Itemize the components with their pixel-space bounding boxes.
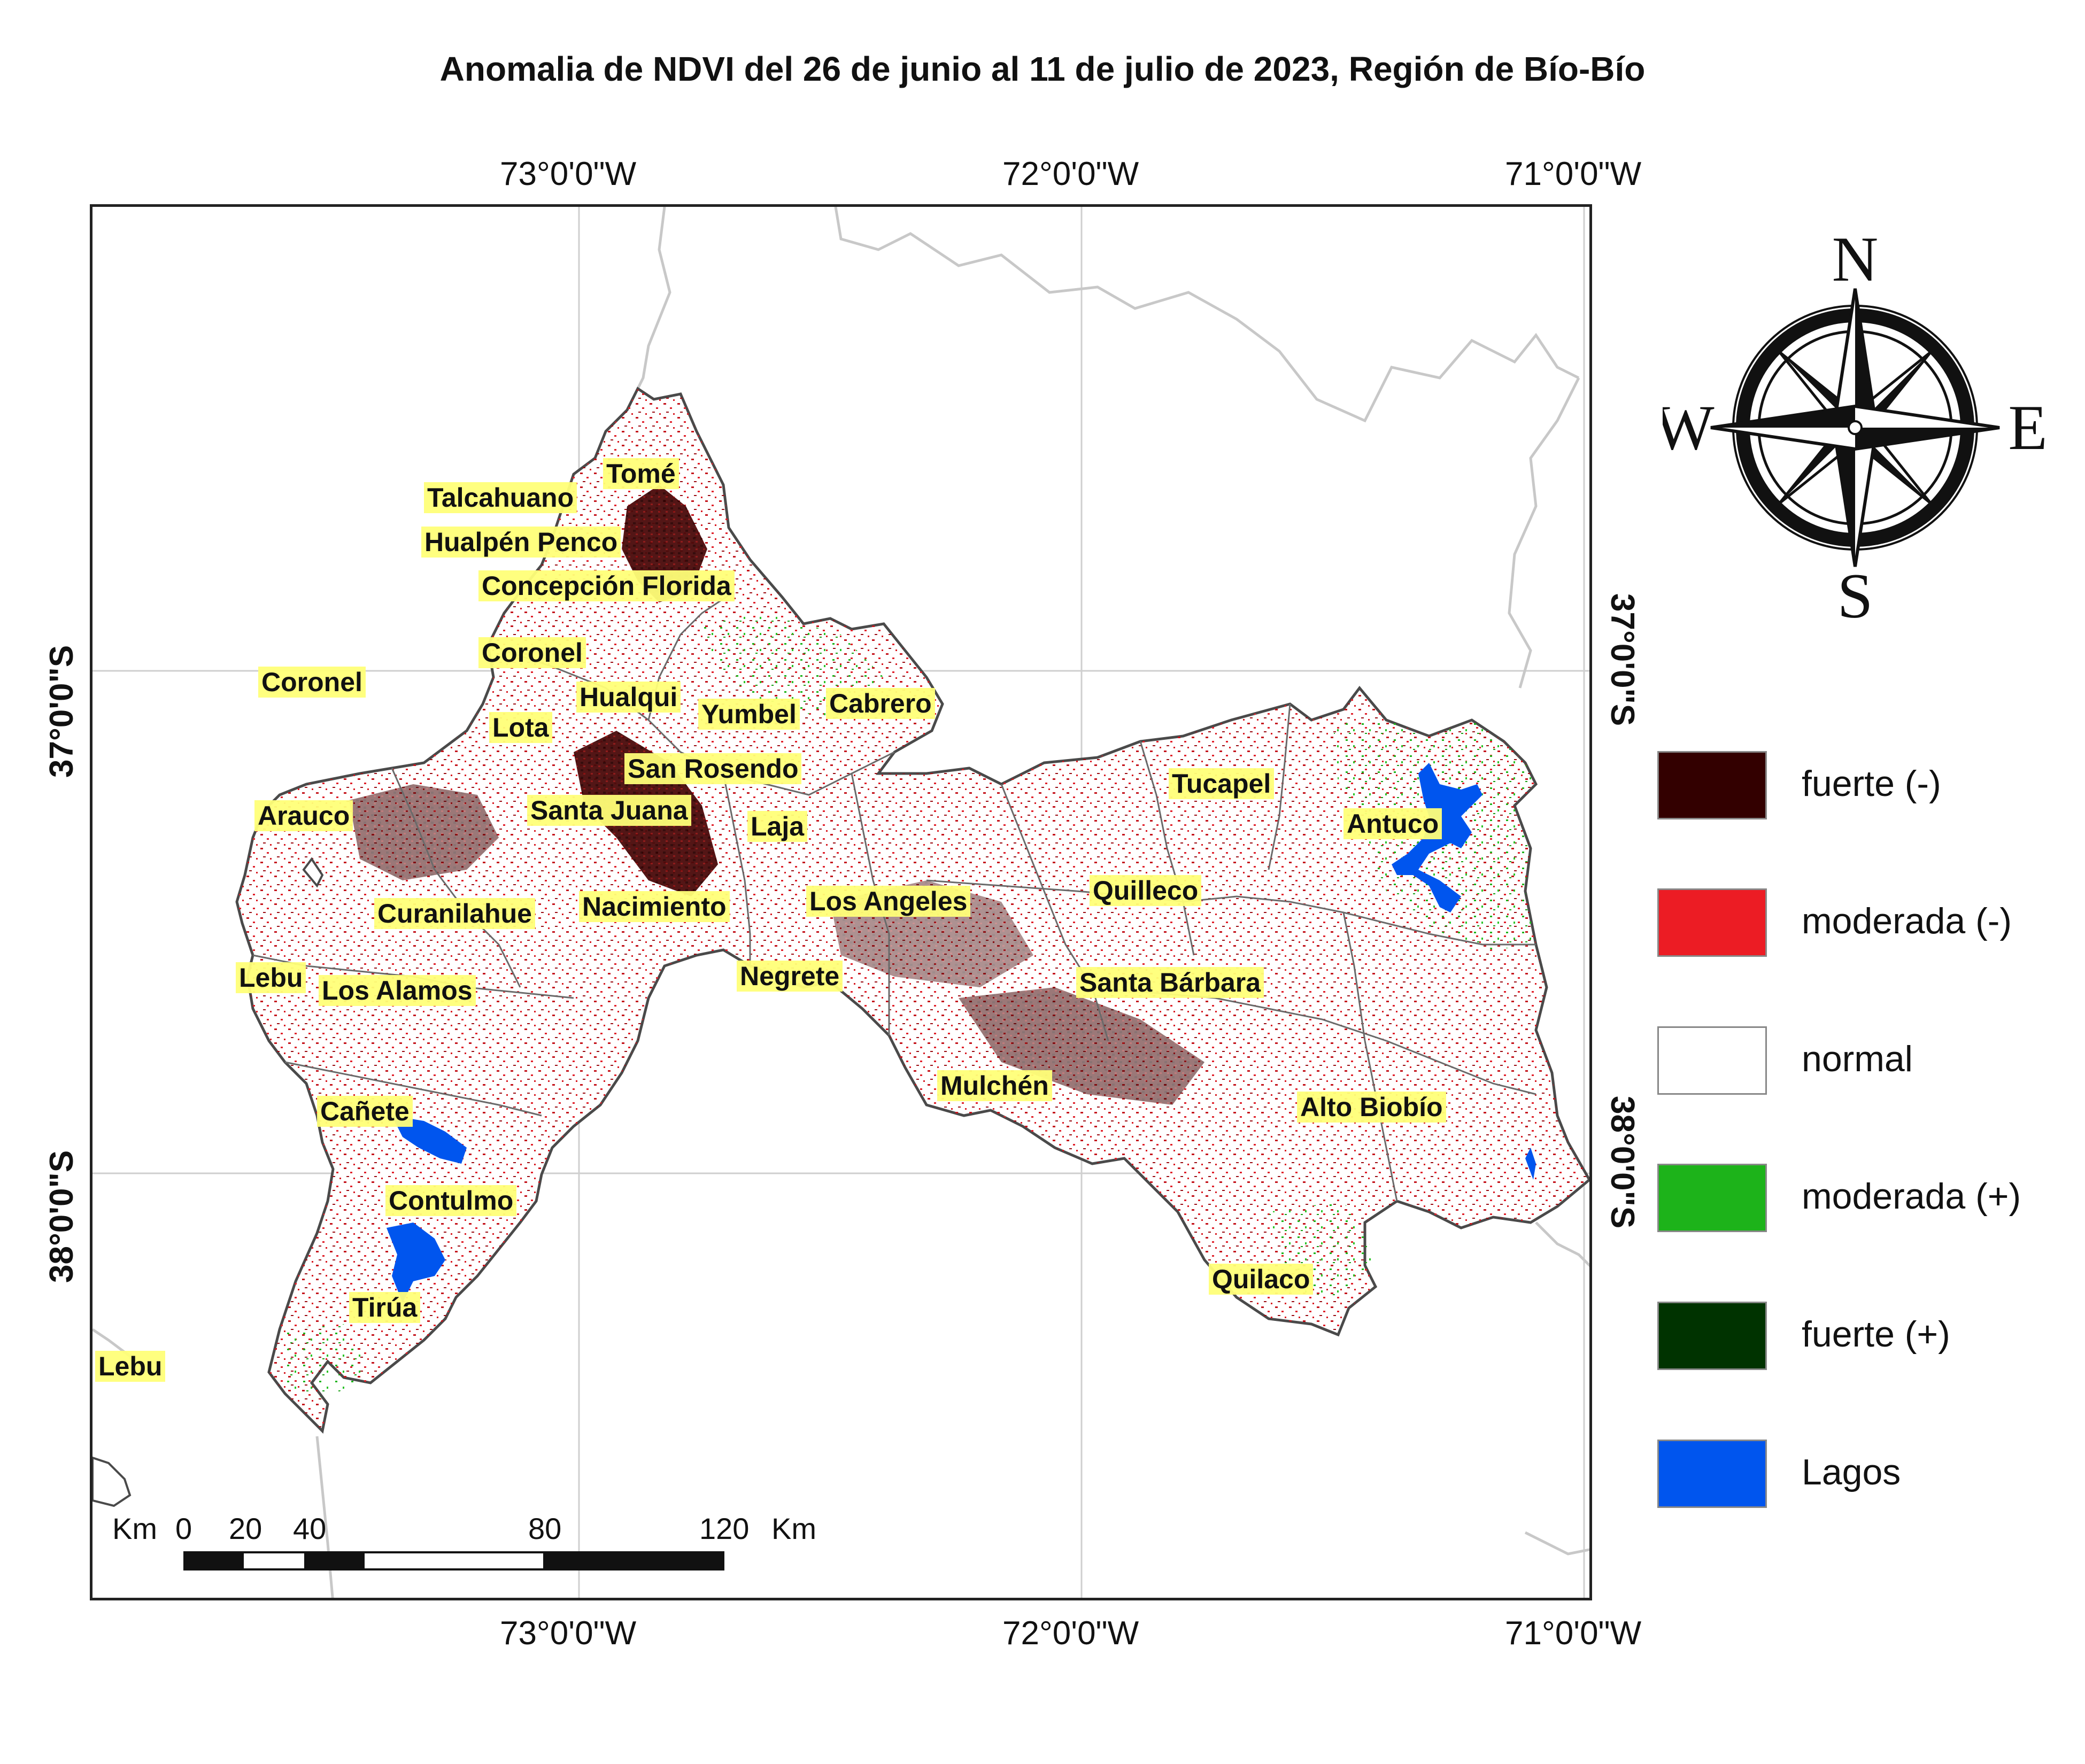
label-cabrero: Cabrero (826, 688, 935, 719)
scale-bar-graphic (183, 1551, 724, 1570)
north-arrow-compass: N S E W (1663, 225, 2048, 631)
label-quilaco: Quilaco (1209, 1264, 1314, 1295)
label-santa-barbara: Santa Bárbara (1076, 967, 1264, 998)
label-yumbel: Yumbel (698, 699, 800, 730)
compass-south: S (1837, 560, 1873, 631)
label-talcahuano: Talcahuano (424, 482, 577, 513)
label-laja: Laja (747, 811, 808, 842)
label-negrete: Negrete (737, 961, 843, 992)
label-hualpen-penco: Hualpén Penco (421, 527, 621, 558)
lon-label-top-71w: 71°0'0"W (1505, 156, 1642, 192)
legend-label: moderada (-) (1802, 901, 2012, 941)
label-coronel-1: Coronel (478, 637, 586, 668)
compass-north: N (1832, 225, 1879, 295)
label-los-alamos: Los Alamos (319, 975, 476, 1006)
label-canete: Cañete (317, 1096, 413, 1127)
legend-swatch (1657, 1164, 1767, 1232)
lon-label-top-73w: 73°0'0"W (500, 156, 637, 192)
lon-label-top-72w: 72°0'0"W (1002, 156, 1139, 192)
legend-label: fuerte (-) (1802, 763, 1941, 804)
label-lebu-2: Lebu (95, 1351, 166, 1382)
label-tome: Tomé (603, 458, 679, 489)
label-nacimiento: Nacimiento (579, 891, 730, 922)
scale-tick-120: 120 (699, 1512, 750, 1545)
label-san-rosendo: San Rosendo (624, 753, 802, 784)
legend-label: fuerte (+) (1802, 1314, 1950, 1355)
positive-anomaly-tirua (280, 1324, 370, 1399)
anomaly-patch-arauco (349, 784, 499, 880)
legend-swatch (1657, 1026, 1767, 1095)
lake-lanalhue (392, 1116, 467, 1164)
label-arauco: Arauco (254, 800, 353, 831)
lon-label-bottom-71w: 71°0'0"W (1505, 1615, 1642, 1652)
lat-label-right-38s: 38°0'0"S (1604, 1096, 1641, 1229)
legend-label: Lagos (1802, 1452, 1901, 1492)
legend-swatch (1657, 1302, 1767, 1370)
legend-swatch (1657, 888, 1767, 957)
scale-tick-40: 40 (293, 1512, 327, 1545)
lon-label-bottom-73w: 73°0'0"W (500, 1615, 637, 1652)
lat-label-left-37s: 37°0'0"S (43, 645, 80, 778)
scale-unit-right: Km (771, 1512, 816, 1545)
label-quilleco: Quilleco (1090, 875, 1202, 906)
label-lota: Lota (489, 712, 552, 743)
label-hualqui: Hualqui (576, 682, 681, 713)
label-curanilahue: Curanilahue (374, 898, 535, 929)
island-mocha (92, 1456, 132, 1507)
legend-swatch (1657, 751, 1767, 819)
label-mulchen: Mulchén (937, 1070, 1052, 1101)
lake-small (1525, 1148, 1536, 1180)
island-santa-maria (302, 857, 324, 888)
lon-label-bottom-72w: 72°0'0"W (1002, 1615, 1139, 1652)
anomaly-patch-mulchen (959, 987, 1204, 1105)
label-los-angeles: Los Angeles (806, 886, 971, 917)
label-alto-biobio: Alto Biobío (1297, 1092, 1446, 1123)
legend-swatch (1657, 1440, 1767, 1508)
lake-lleulleu (387, 1223, 445, 1303)
legend-label: moderada (+) (1802, 1176, 2021, 1217)
scale-unit-left: Km (112, 1512, 157, 1545)
label-coronel-2: Coronel (258, 667, 366, 698)
legend-label: normal (1802, 1039, 1913, 1079)
label-contulmo: Contulmo (385, 1185, 517, 1216)
scale-tick-0: 0 (175, 1512, 192, 1545)
lat-label-right-37s: 37°0'0"S (1604, 593, 1641, 726)
label-concepcion-florida: Concepción Florida (478, 570, 735, 601)
label-lebu-1: Lebu (236, 962, 306, 993)
scale-tick-20: 20 (229, 1512, 262, 1545)
map-title: Anomalia de NDVI del 26 de junio al 11 d… (439, 50, 1646, 88)
label-antuco: Antuco (1343, 808, 1442, 839)
lat-label-left-38s: 38°0'0"S (43, 1150, 80, 1283)
label-santa-juana: Santa Juana (527, 795, 691, 826)
label-tucapel: Tucapel (1169, 768, 1275, 799)
compass-west: W (1663, 392, 1715, 463)
map-frame: Tomé Talcahuano Hualpén Penco Concepción… (90, 204, 1592, 1600)
compass-east: E (2008, 392, 2047, 463)
scale-tick-80: 80 (528, 1512, 562, 1545)
label-tirua: Tirúa (349, 1292, 421, 1323)
